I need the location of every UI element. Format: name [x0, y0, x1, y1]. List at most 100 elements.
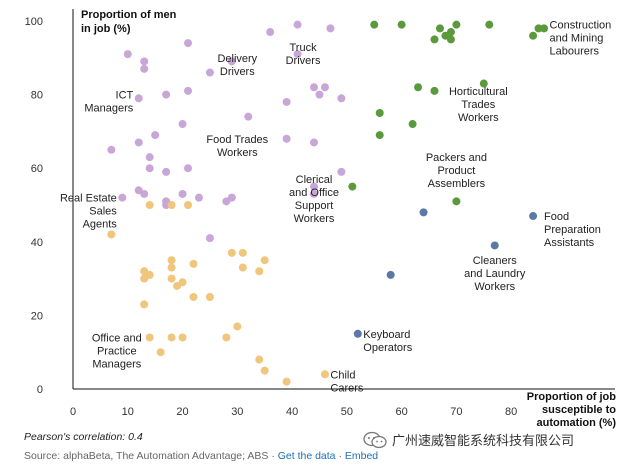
data-point-blue[interactable] — [529, 212, 538, 221]
data-point-pink[interactable] — [310, 83, 318, 92]
data-point-pink[interactable] — [310, 182, 318, 191]
data-point-green[interactable] — [446, 35, 455, 44]
data-point-orange[interactable] — [145, 201, 154, 209]
data-point-pink[interactable] — [266, 28, 275, 37]
annotation-line: Drivers — [220, 66, 255, 78]
data-point-blue[interactable] — [419, 208, 428, 217]
data-point-orange[interactable] — [205, 293, 214, 301]
data-point-pink[interactable] — [162, 201, 171, 209]
data-point-pink[interactable] — [282, 134, 291, 143]
data-point-orange[interactable] — [255, 355, 264, 364]
data-point-green[interactable] — [430, 35, 439, 44]
data-point-pink[interactable] — [244, 112, 253, 121]
data-point-green[interactable] — [529, 31, 538, 40]
y-axis-ticks: 0 20 40 60 80 100 — [25, 16, 43, 396]
data-point-orange[interactable] — [140, 300, 149, 309]
data-point-pink[interactable] — [118, 193, 127, 202]
data-point-pink[interactable] — [205, 68, 214, 77]
data-point-orange[interactable] — [227, 248, 236, 257]
data-point-pink[interactable] — [337, 167, 346, 176]
data-point-pink[interactable] — [205, 234, 214, 243]
data-point-pink[interactable] — [178, 189, 187, 198]
data-point-pink[interactable] — [337, 94, 346, 103]
data-point-pink[interactable] — [282, 97, 291, 106]
data-point-orange[interactable] — [260, 366, 269, 375]
data-point-pink[interactable] — [178, 120, 187, 129]
data-point-blue[interactable] — [353, 329, 362, 338]
data-point-pink[interactable] — [134, 94, 143, 103]
data-point-green[interactable] — [485, 20, 494, 29]
data-point-pink[interactable] — [140, 189, 149, 198]
data-point-green[interactable] — [408, 120, 417, 129]
data-point-pink[interactable] — [310, 138, 318, 147]
data-point-orange[interactable] — [107, 230, 116, 239]
data-point-orange[interactable] — [255, 267, 264, 276]
data-point-orange[interactable] — [238, 263, 247, 272]
data-point-green[interactable] — [452, 20, 461, 29]
data-point-pink[interactable] — [162, 167, 171, 176]
data-point-blue[interactable] — [490, 241, 499, 250]
data-point-green[interactable] — [534, 24, 543, 33]
data-point-pink[interactable] — [315, 90, 324, 99]
data-point-blue[interactable] — [386, 270, 395, 279]
data-point-pink[interactable] — [320, 83, 329, 92]
annotation-line: Operators — [363, 342, 412, 354]
data-point-orange[interactable] — [178, 333, 187, 342]
x-tick-label: 30 — [231, 406, 243, 418]
data-point-green[interactable] — [435, 24, 444, 33]
source-text: Source: alphaBeta, The Automation Advant… — [24, 450, 278, 462]
data-point-orange[interactable] — [238, 248, 247, 257]
data-point-green[interactable] — [370, 20, 379, 29]
data-point-orange[interactable] — [222, 333, 231, 342]
annotation-line: Assistants — [544, 237, 595, 249]
data-point-orange[interactable] — [260, 256, 269, 265]
data-point-pink[interactable] — [107, 145, 116, 154]
data-point-orange[interactable] — [156, 348, 165, 357]
data-point-pink[interactable] — [140, 57, 149, 66]
data-point-green[interactable] — [348, 182, 357, 191]
data-point-pink[interactable] — [123, 50, 132, 59]
data-point-orange[interactable] — [189, 293, 198, 301]
data-point-pink[interactable] — [184, 39, 193, 48]
data-point-green[interactable] — [375, 131, 384, 140]
data-point-green[interactable] — [430, 86, 439, 95]
data-point-pink[interactable] — [227, 57, 236, 66]
data-point-orange[interactable] — [320, 370, 329, 379]
data-point-pink[interactable] — [134, 138, 143, 147]
data-point-orange[interactable] — [189, 259, 198, 268]
data-point-green[interactable] — [414, 83, 423, 92]
data-point-orange[interactable] — [145, 270, 154, 279]
data-point-pink[interactable] — [151, 131, 160, 140]
data-point-pink[interactable] — [310, 189, 318, 198]
data-point-orange[interactable] — [145, 333, 154, 342]
data-point-pink[interactable] — [184, 164, 193, 173]
data-point-orange[interactable] — [282, 377, 291, 386]
data-point-orange[interactable] — [184, 201, 193, 209]
data-point-pink[interactable] — [326, 24, 335, 33]
data-point-pink[interactable] — [227, 193, 236, 202]
data-point-orange[interactable] — [167, 333, 176, 342]
data-point-green[interactable] — [452, 197, 461, 206]
data-point-green[interactable] — [375, 109, 384, 117]
data-point-green[interactable] — [446, 28, 455, 37]
data-point-pink[interactable] — [140, 64, 149, 73]
data-point-pink[interactable] — [293, 20, 302, 29]
data-point-green[interactable] — [397, 20, 406, 29]
data-point-orange[interactable] — [167, 256, 176, 265]
annotation-label: Construction and Mining Labourers — [550, 20, 612, 58]
data-point-orange[interactable] — [167, 263, 176, 272]
data-point-pink[interactable] — [184, 86, 193, 95]
data-point-orange[interactable] — [167, 274, 176, 283]
data-point-pink[interactable] — [145, 153, 154, 162]
data-point-pink[interactable] — [293, 50, 302, 59]
data-point-orange[interactable] — [233, 322, 242, 331]
data-point-orange[interactable] — [167, 201, 176, 209]
get-data-link[interactable]: Get the data — [277, 450, 336, 462]
data-point-pink[interactable] — [162, 90, 171, 99]
data-point-pink[interactable] — [145, 164, 154, 173]
data-point-pink[interactable] — [194, 193, 203, 202]
embed-link[interactable]: Embed — [344, 450, 379, 462]
data-point-orange[interactable] — [173, 281, 182, 290]
data-point-green[interactable] — [479, 79, 488, 88]
data-point-green[interactable] — [540, 24, 549, 33]
